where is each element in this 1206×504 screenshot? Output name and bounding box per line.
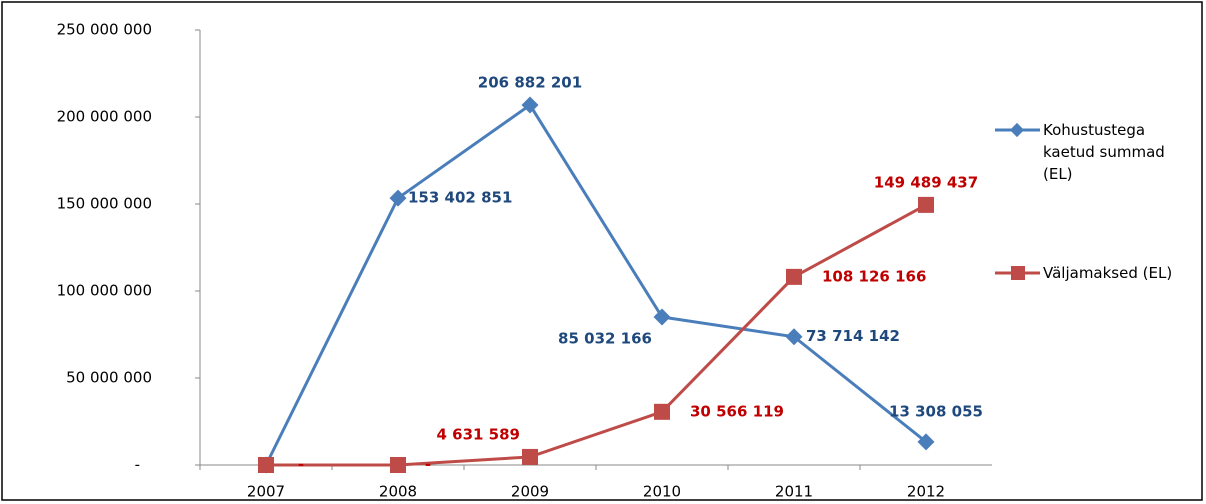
y-tick-label: - <box>135 456 140 474</box>
data-label: 206 882 201 <box>478 74 582 92</box>
marker <box>917 433 935 451</box>
data-label: 153 402 851 <box>408 189 512 207</box>
x-tick-label: 2011 <box>775 483 813 501</box>
data-label: - <box>298 456 304 474</box>
data-label: 108 126 166 <box>822 267 926 285</box>
legend-marker <box>1009 122 1025 138</box>
y-tick-label: 200 000 000 <box>57 108 152 126</box>
data-label: 4 631 589 <box>436 425 520 443</box>
y-tick-label: 150 000 000 <box>57 195 152 213</box>
series-line <box>266 203 927 467</box>
marker <box>786 268 802 285</box>
x-tick-label: 2012 <box>907 483 945 501</box>
x-tick-label: 2009 <box>511 483 549 501</box>
x-tick-label: 2007 <box>247 483 285 501</box>
y-tick-label: 50 000 000 <box>66 369 152 387</box>
legend-label: Kohustustega kaetud summad (EL) <box>1043 121 1165 183</box>
data-label: 149 489 437 <box>874 173 978 191</box>
marker <box>653 308 671 326</box>
x-tick-label: 2010 <box>643 483 681 501</box>
marker <box>785 328 803 346</box>
data-label: 85 032 166 <box>558 330 652 348</box>
marker <box>654 403 670 420</box>
x-tick-label: 2008 <box>379 483 417 501</box>
legend-label: Väljamaksed (EL) <box>1043 264 1173 282</box>
data-label: - <box>425 456 431 474</box>
data-label: 73 714 142 <box>806 327 900 345</box>
marker <box>521 96 539 114</box>
marker <box>522 448 538 465</box>
legend-marker <box>1011 266 1025 280</box>
marker <box>918 196 934 213</box>
marker <box>390 457 406 473</box>
y-tick-label: 250 000 000 <box>57 21 152 39</box>
series-line <box>264 102 927 466</box>
y-tick-label: 100 000 000 <box>57 282 152 300</box>
marker <box>389 189 407 207</box>
data-label: 30 566 119 <box>690 402 784 420</box>
marker <box>258 457 274 473</box>
data-label: 13 308 055 <box>889 402 983 420</box>
